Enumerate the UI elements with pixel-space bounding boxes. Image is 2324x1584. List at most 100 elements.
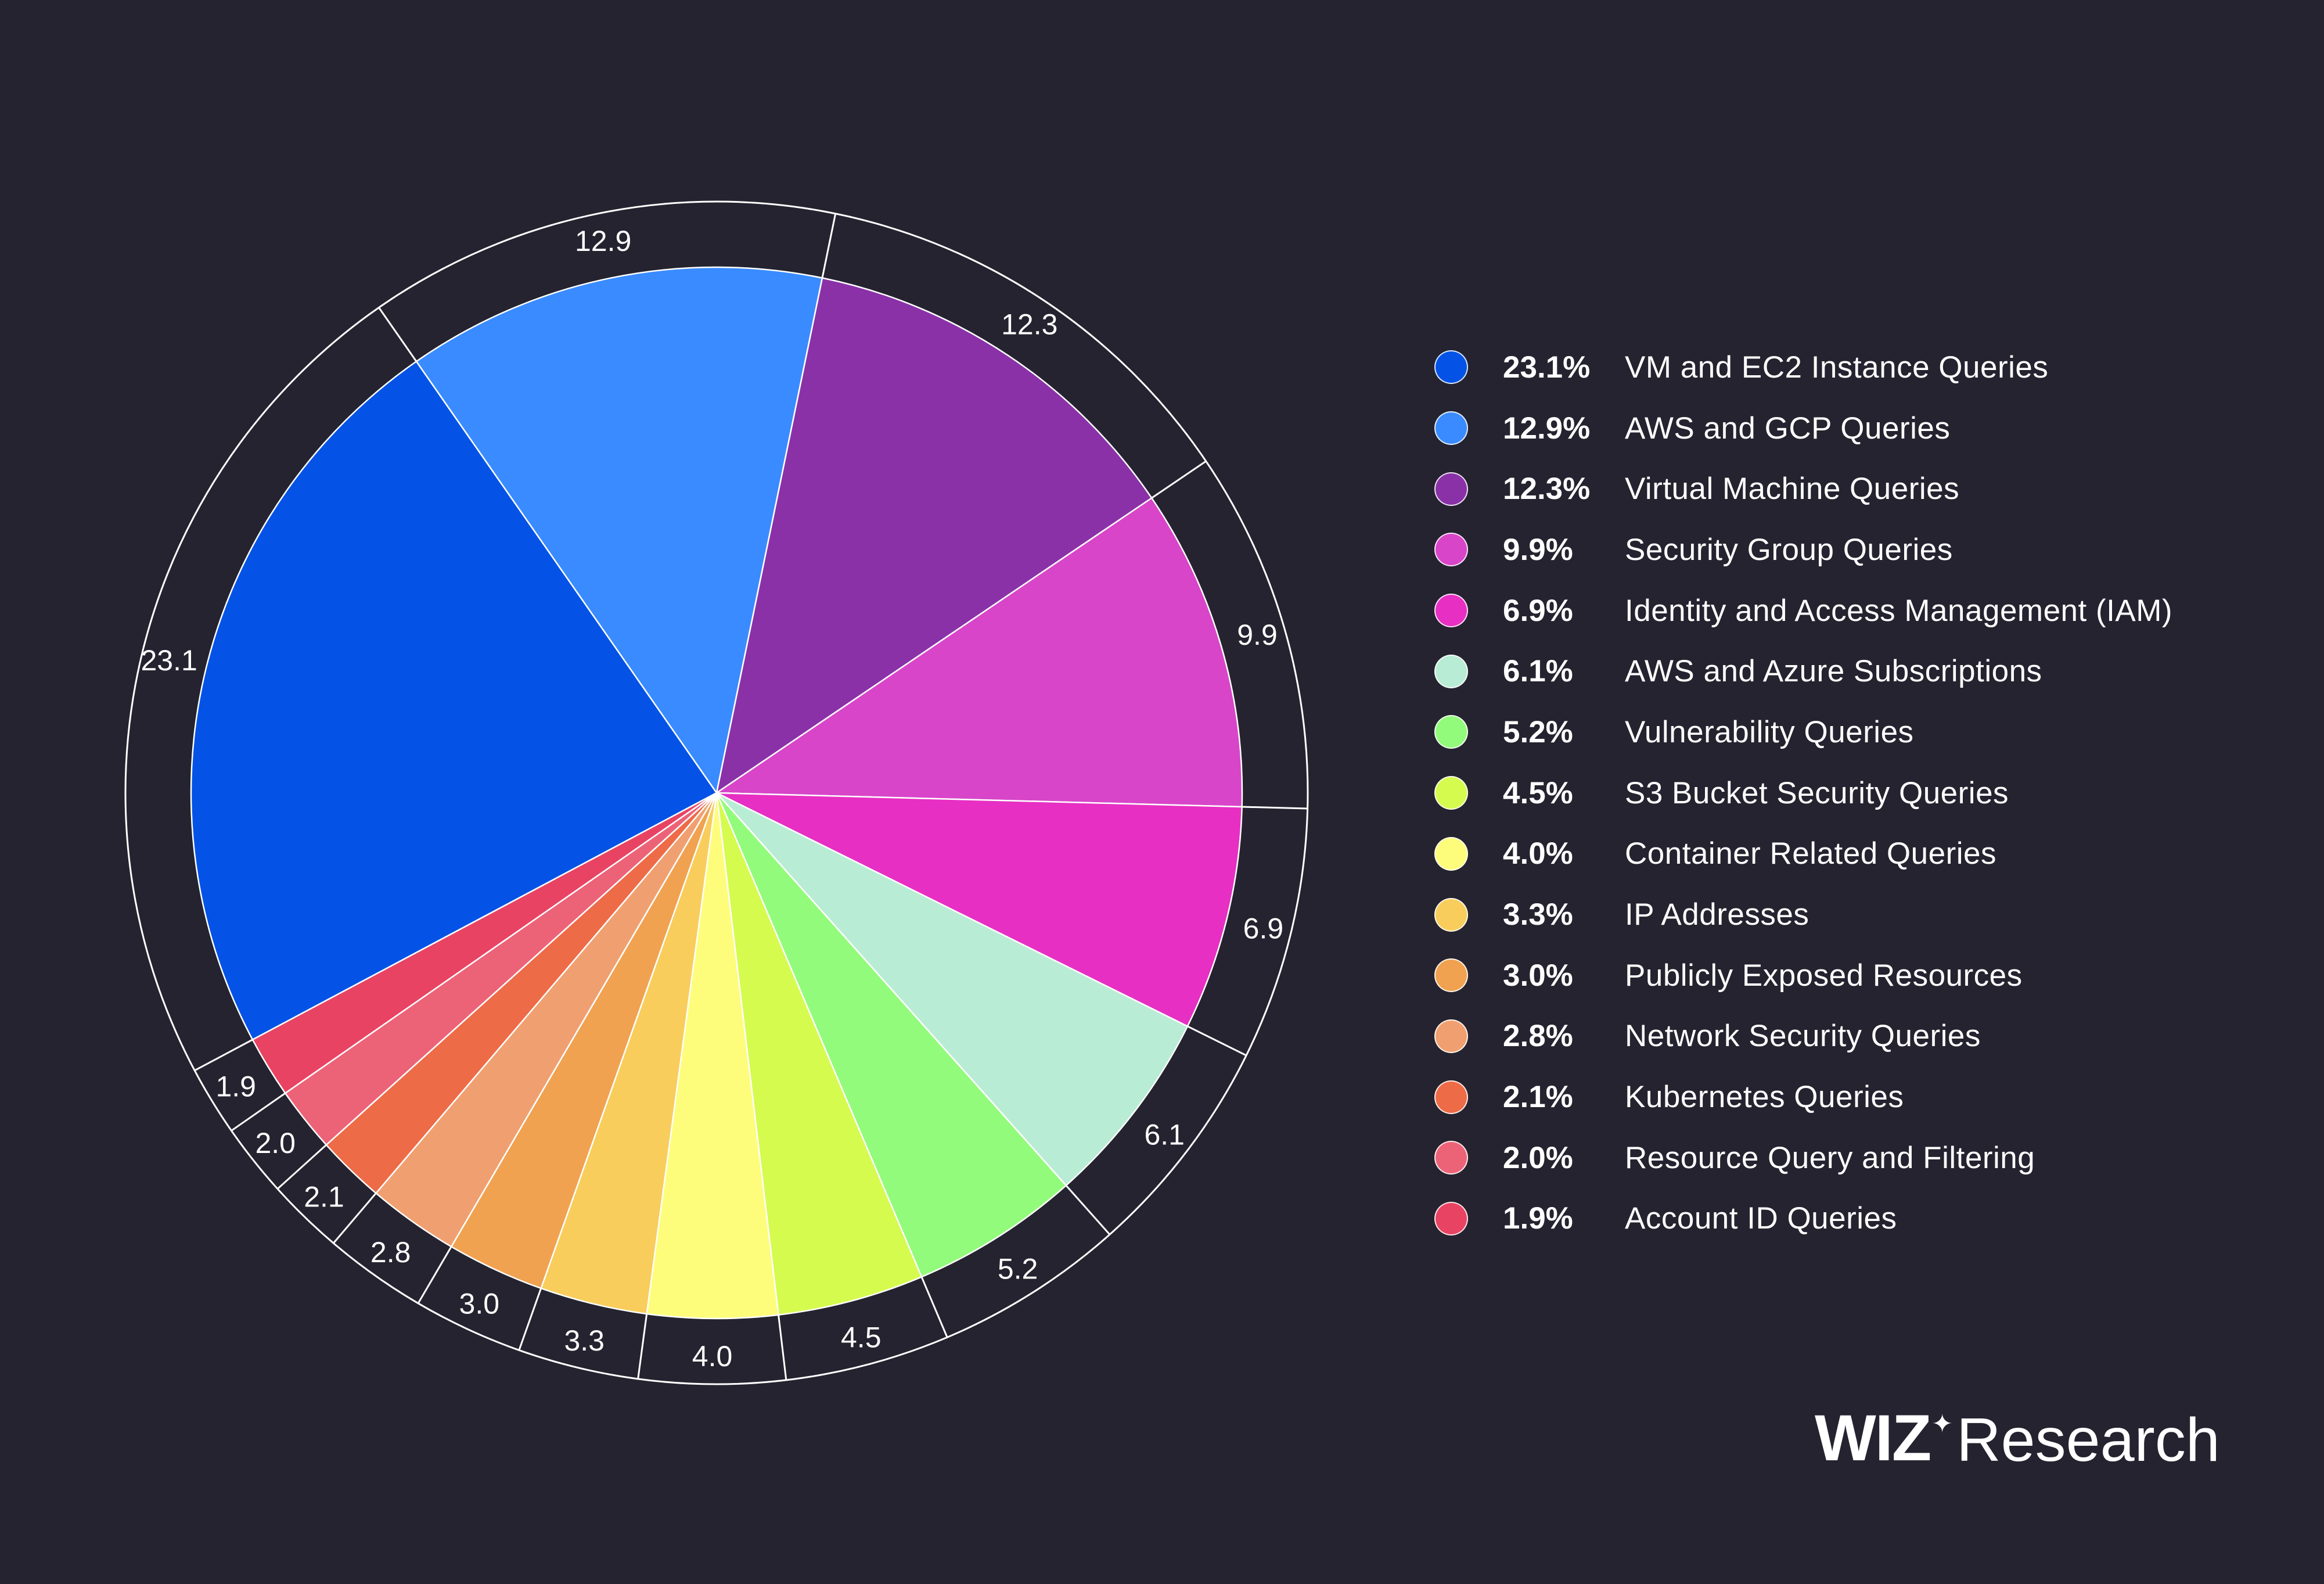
legend-percent: 12.9% [1503, 411, 1591, 446]
ring-labels: 23.1 12.9 12.3 9.9 6.9 6.1 5.2 4.5 4.0 3.3 3.0 2.8 2… [141, 225, 1283, 1373]
pie-slice [190, 360, 718, 1041]
legend-percent: 2.1% [1503, 1080, 1573, 1115]
ring-divider [778, 1314, 787, 1381]
ring-divider [821, 213, 837, 278]
legend-label: S3 Bucket Security Queries [1625, 775, 2009, 810]
ring-value-label: 2.1 [304, 1181, 344, 1213]
legend-swatch [1434, 350, 1468, 385]
legend-percent: 4.5% [1503, 775, 1573, 810]
legend-percent: 4.0% [1503, 836, 1573, 871]
legend-percent: 2.8% [1503, 1019, 1573, 1054]
legend-label: Virtual Machine Queries [1625, 472, 1960, 507]
ring-divider [417, 1246, 452, 1304]
legend-label: IP Addresses [1625, 897, 1809, 932]
brand-research: Research [1956, 1406, 2220, 1474]
legend-label: AWS and GCP Queries [1625, 411, 1951, 446]
pie-slice [715, 277, 1153, 794]
legend-swatch [1434, 654, 1468, 688]
legend-label: Container Related Queries [1625, 836, 1997, 871]
pie-slice [251, 792, 718, 1094]
ring-value-label: 12.3 [1001, 308, 1057, 340]
legend-label: Publicly Exposed Resources [1625, 958, 2023, 993]
ring-divider [276, 1144, 327, 1190]
ring-value-label: 4.5 [841, 1321, 882, 1354]
legend-label: VM and EC2 Instance Queries [1625, 350, 2049, 385]
legend-label: Resource Query and Filtering [1625, 1140, 2035, 1175]
ring-value-label: 3.3 [564, 1324, 605, 1357]
brand-logo: WIZ ✦ Research [1815, 1406, 2220, 1471]
legend-swatch [1434, 1019, 1468, 1053]
legend-item: 3.3% IP Addresses [1434, 884, 2276, 945]
legend-item: 23.1% VM and EC2 Instance Queries [1434, 337, 2276, 398]
legend-label: Identity and Access Management (IAM) [1625, 593, 2172, 628]
legend-item: 5.2% Vulnerability Queries [1434, 702, 2276, 763]
ring-divider [1065, 1184, 1111, 1235]
ring-value-label: 2.8 [370, 1236, 411, 1269]
legend-label: Security Group Queries [1625, 532, 1953, 567]
legend-swatch [1434, 776, 1468, 810]
ring-divider [378, 307, 418, 362]
legend-item: 2.0% Resource Query and Filtering [1434, 1127, 2276, 1188]
brand-wiz: WIZ [1815, 1402, 1931, 1474]
ring-divider [637, 1313, 648, 1380]
ring-value-label: 1.9 [215, 1071, 256, 1103]
legend-item: 9.9% Security Group Queries [1434, 519, 2276, 580]
legend-swatch [1434, 533, 1468, 567]
legend-percent: 1.9% [1503, 1201, 1573, 1236]
ring-divider [920, 1276, 948, 1338]
legend-percent: 5.2% [1503, 714, 1573, 749]
ring-divider [231, 1092, 286, 1132]
legend-swatch [1434, 472, 1468, 506]
legend-item: 3.0% Publicly Exposed Resources [1434, 945, 2276, 1006]
ring-divider [1187, 1025, 1247, 1057]
legend-swatch [1434, 594, 1468, 628]
legend-percent: 9.9% [1503, 532, 1573, 567]
ring-value-label: 4.0 [692, 1340, 733, 1373]
legend: 23.1% VM and EC2 Instance Queries 12.9% AWS… [1434, 337, 2276, 1249]
legend-percent: 6.1% [1503, 654, 1573, 689]
legend-percent: 3.0% [1503, 958, 1573, 993]
legend-label: Vulnerability Queries [1625, 714, 1914, 749]
ring-value-label: 5.2 [998, 1253, 1038, 1285]
legend-swatch [1434, 836, 1468, 871]
pie-slice [415, 266, 823, 794]
legend-percent: 6.9% [1503, 593, 1573, 628]
legend-percent: 3.3% [1503, 897, 1573, 932]
ring-value-label: 23.1 [141, 644, 197, 677]
legend-percent: 12.3% [1503, 472, 1591, 507]
pie-slice [715, 792, 1243, 1028]
ring-value-label: 12.9 [575, 225, 631, 257]
legend-item: 6.1% AWS and Azure Subscriptions [1434, 641, 2276, 702]
pie-slices [190, 266, 1243, 1320]
legend-item: 12.9% AWS and GCP Queries [1434, 398, 2276, 459]
ring-value-label: 9.9 [1237, 619, 1278, 651]
legend-swatch [1434, 1201, 1468, 1235]
pie-slice [715, 792, 1067, 1278]
legend-label: Network Security Queries [1625, 1019, 1981, 1054]
pie-slice [646, 792, 779, 1320]
sparkle-icon: ✦ [1931, 1410, 1954, 1438]
ring-value-label: 2.0 [255, 1127, 296, 1159]
legend-item: 1.9% Account ID Queries [1434, 1188, 2276, 1249]
legend-label: Account ID Queries [1625, 1201, 1897, 1236]
legend-item: 6.9% Identity and Access Management (IAM) [1434, 580, 2276, 641]
legend-swatch [1434, 958, 1468, 993]
ring-divider [518, 1288, 542, 1350]
ring-divider [1151, 460, 1207, 499]
legend-item: 2.8% Network Security Queries [1434, 1006, 2276, 1067]
legend-percent: 2.0% [1503, 1140, 1573, 1175]
ring-value-label: 3.0 [459, 1288, 500, 1320]
legend-label: AWS and Azure Subscriptions [1625, 654, 2042, 689]
legend-swatch [1434, 411, 1468, 446]
legend-item: 12.3% Virtual Machine Queries [1434, 458, 2276, 519]
legend-item: 4.5% S3 Bucket Security Queries [1434, 763, 2276, 824]
legend-swatch [1434, 1141, 1468, 1175]
legend-swatch [1434, 897, 1468, 932]
legend-swatch [1434, 1080, 1468, 1114]
legend-item: 4.0% Container Related Queries [1434, 824, 2276, 885]
pie-slice [715, 497, 1243, 808]
outer-ring-circle [124, 200, 1309, 1385]
pie-slice [715, 792, 1189, 1187]
legend-label: Kubernetes Queries [1625, 1080, 1904, 1115]
